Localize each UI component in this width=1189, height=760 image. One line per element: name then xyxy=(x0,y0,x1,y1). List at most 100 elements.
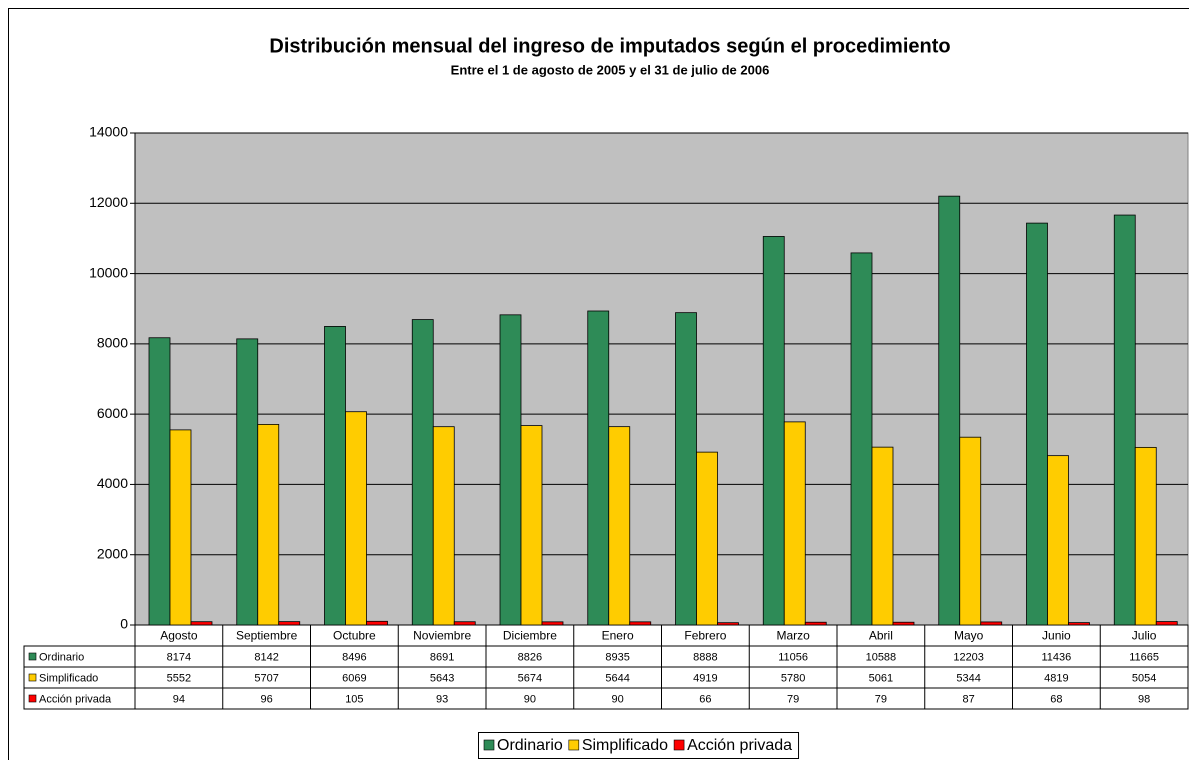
legend xyxy=(478,732,800,759)
table-cell: 6069 xyxy=(342,672,366,684)
table-cell: 79 xyxy=(787,693,799,705)
bar xyxy=(1047,455,1069,626)
table-cell: 68 xyxy=(1050,693,1062,705)
y-tick-label: 10000 xyxy=(89,264,128,280)
legend-key xyxy=(673,739,685,751)
y-tick-label: 4000 xyxy=(97,475,128,491)
x-tick-label: Abril xyxy=(869,629,893,643)
table-cell: 8691 xyxy=(430,651,454,663)
bar xyxy=(938,195,961,626)
x-tick-label: Julio xyxy=(1132,629,1157,643)
table-legend-key xyxy=(28,652,37,661)
bar xyxy=(892,621,915,626)
x-tick-label: Febrero xyxy=(684,629,726,643)
bar xyxy=(871,446,894,626)
table-cell: 87 xyxy=(963,693,975,705)
y-tick-label: 8000 xyxy=(97,335,128,351)
bar xyxy=(783,421,806,626)
y-tick-label: 12000 xyxy=(89,194,128,210)
bar xyxy=(411,319,434,626)
bar xyxy=(850,252,873,626)
bar xyxy=(148,337,171,626)
table-legend-key xyxy=(28,694,37,703)
table-cell: 98 xyxy=(1138,693,1150,705)
bar xyxy=(541,621,564,626)
table-cell: 8826 xyxy=(518,651,542,663)
table-cell: 5780 xyxy=(781,672,805,684)
bar xyxy=(453,621,476,626)
table-cell: 5674 xyxy=(518,672,542,684)
bar xyxy=(1134,446,1157,626)
table-legend-key xyxy=(28,673,37,682)
bar xyxy=(169,429,192,626)
x-tick-label: Agosto xyxy=(160,629,198,643)
legend-key xyxy=(568,739,580,751)
bar xyxy=(190,621,213,626)
bar xyxy=(324,326,346,626)
table-cell: 96 xyxy=(261,693,273,705)
table-cell: 90 xyxy=(612,693,624,705)
table-cell: 12203 xyxy=(953,651,984,663)
table-cell: 5643 xyxy=(430,672,454,684)
bar xyxy=(1155,621,1178,626)
table-cell: 4919 xyxy=(693,672,717,684)
chart-title: Distribución mensual del ingreso de impu… xyxy=(269,35,950,57)
table-cell: 93 xyxy=(436,693,448,705)
table-cell: 8142 xyxy=(254,651,278,663)
bar xyxy=(257,424,280,626)
table-row-label: Simplificado xyxy=(39,672,98,684)
legend-label: Acción privada xyxy=(687,737,792,754)
table-cell: 8888 xyxy=(693,651,717,663)
bar xyxy=(1113,214,1136,626)
bar xyxy=(278,621,301,626)
bar xyxy=(629,621,652,626)
bar xyxy=(980,621,1003,626)
table-cell: 11665 xyxy=(1129,651,1159,663)
table-cell: 5644 xyxy=(605,672,629,684)
x-tick-label: Junio xyxy=(1042,629,1071,643)
bar xyxy=(608,426,631,626)
table-cell: 105 xyxy=(345,693,363,705)
x-tick-label: Marzo xyxy=(776,629,810,643)
table-cell: 5707 xyxy=(254,672,278,684)
table-cell: 11056 xyxy=(778,651,808,663)
plot-area xyxy=(134,132,1189,626)
y-tick-label: 14000 xyxy=(89,124,128,140)
bar xyxy=(717,622,739,626)
bar xyxy=(675,312,697,626)
bar xyxy=(345,411,367,626)
legend-key xyxy=(483,739,495,751)
table-cell: 8935 xyxy=(605,651,629,663)
x-tick-label: Enero xyxy=(602,629,634,643)
table-cell: 79 xyxy=(875,693,887,705)
y-tick-label: 0 xyxy=(120,616,128,632)
x-tick-label: Octubre xyxy=(333,629,376,643)
table-cell: 5344 xyxy=(956,672,980,684)
table-cell: 66 xyxy=(699,693,711,705)
bar xyxy=(804,621,827,626)
table-cell: 5054 xyxy=(1132,672,1156,684)
bar xyxy=(587,310,610,626)
table-cell: 8496 xyxy=(342,651,366,663)
table-cell: 4819 xyxy=(1044,672,1068,684)
bar xyxy=(696,451,718,626)
bar xyxy=(1026,222,1048,626)
bar xyxy=(1068,622,1090,626)
legend-label: Ordinario xyxy=(497,737,563,754)
table-cell: 5552 xyxy=(167,672,191,684)
x-tick-label: Noviembre xyxy=(413,629,471,643)
bar xyxy=(520,425,543,626)
bar xyxy=(959,436,982,626)
x-tick-label: Septiembre xyxy=(236,629,298,643)
table-cell: 94 xyxy=(173,693,185,705)
table-cell: 8174 xyxy=(167,651,191,663)
chart-subtitle: Entre el 1 de agosto de 2005 y el 31 de … xyxy=(451,62,770,77)
table-cell: 5061 xyxy=(869,672,893,684)
table-cell: 11436 xyxy=(1041,651,1071,663)
table-cell: 90 xyxy=(524,693,536,705)
table-row-label: Acción privada xyxy=(39,693,112,705)
bar xyxy=(762,236,785,626)
x-tick-label: Mayo xyxy=(954,629,984,643)
y-tick-label: 6000 xyxy=(97,405,128,421)
